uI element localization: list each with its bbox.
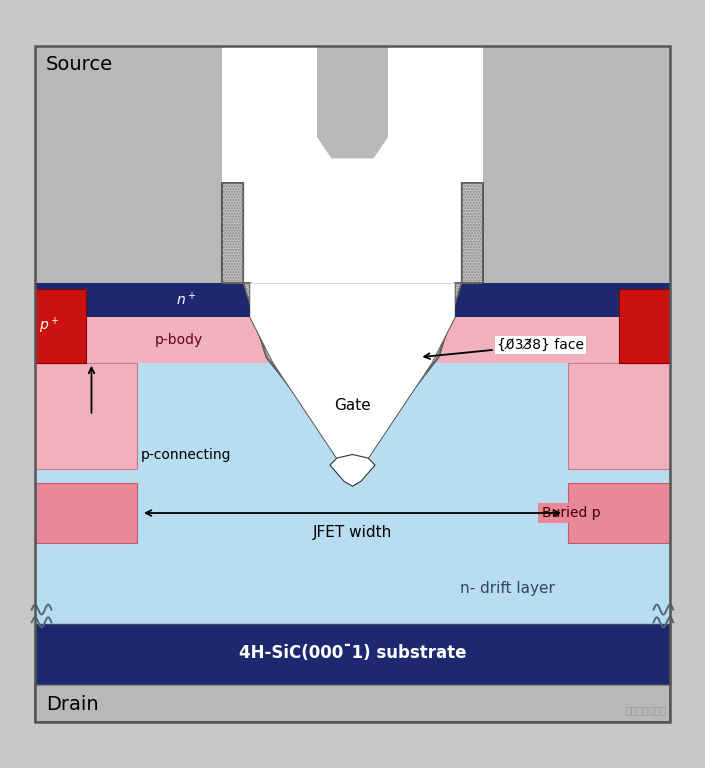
- Bar: [35, 684, 670, 723]
- Bar: [568, 483, 670, 543]
- Text: Buried p: Buried p: [541, 506, 601, 520]
- Text: {0̸33̸8} face: {0̸33̸8} face: [424, 338, 584, 359]
- Text: p-body: p-body: [155, 333, 203, 347]
- Text: Source: Source: [46, 55, 113, 74]
- Text: Drain: Drain: [46, 695, 99, 713]
- Bar: [619, 289, 670, 362]
- Bar: [35, 483, 137, 543]
- Bar: [35, 45, 670, 283]
- Bar: [568, 362, 670, 468]
- Text: n- drift layer: n- drift layer: [460, 581, 555, 596]
- Polygon shape: [330, 455, 375, 486]
- Bar: [35, 624, 670, 684]
- Text: 半导体行业观察: 半导体行业观察: [625, 705, 666, 715]
- Polygon shape: [222, 183, 483, 482]
- Text: $n^+$: $n^+$: [176, 291, 197, 309]
- Bar: [35, 362, 137, 468]
- Bar: [35, 289, 86, 362]
- Text: p-connecting: p-connecting: [141, 448, 231, 462]
- Bar: [35, 317, 670, 362]
- Polygon shape: [317, 45, 388, 158]
- Text: Gate: Gate: [334, 398, 371, 412]
- Text: 4H-SiC(000¯1) substrate: 4H-SiC(000¯1) substrate: [239, 644, 466, 662]
- Polygon shape: [222, 45, 483, 283]
- Polygon shape: [250, 283, 455, 482]
- Bar: [35, 283, 670, 317]
- Text: JFET width: JFET width: [313, 525, 392, 540]
- Text: $p^+$: $p^+$: [39, 316, 60, 336]
- Bar: [35, 362, 670, 624]
